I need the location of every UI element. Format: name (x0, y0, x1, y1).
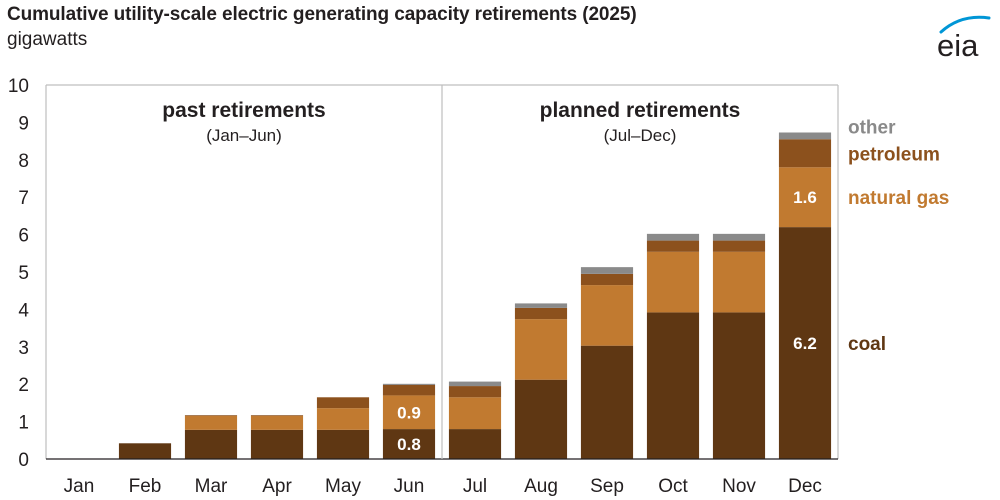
eia-logo-text: eia (937, 28, 979, 62)
bar-segment-natural-gas-jul (448, 397, 502, 430)
data-label-dec-coal: 6.2 (793, 334, 817, 353)
x-tick-label: Jul (463, 476, 487, 497)
bar-segment-other-aug (514, 303, 568, 308)
legend-petroleum: petroleum (848, 144, 940, 165)
bar-segment-natural-gas-jun (382, 395, 436, 430)
panel-title-2: planned retirements (540, 99, 741, 122)
bar-segment-natural-gas-dec (778, 167, 832, 228)
x-tick-label: May (325, 476, 361, 497)
x-tick-label: Sep (590, 476, 624, 497)
eia-logo: eia (937, 15, 991, 62)
x-tick-label: Feb (129, 476, 162, 497)
y-tick-label: 10 (8, 76, 29, 97)
bar-segment-petroleum-jun (382, 384, 436, 396)
bar-segment-natural-gas-apr (250, 415, 304, 430)
bar-segment-petroleum-mar (184, 415, 238, 416)
panel-title-1: past retirements (162, 99, 325, 122)
bar-segment-natural-gas-may (316, 408, 370, 430)
bar-segment-petroleum-apr (250, 415, 304, 416)
x-tick-label: Jan (64, 476, 95, 497)
data-label-dec-natural-gas: 1.6 (793, 188, 817, 207)
legend-coal: coal (848, 334, 886, 355)
bar-segment-petroleum-oct (646, 240, 700, 252)
bar-segment-coal-aug (514, 379, 568, 459)
data-label-jun-coal: 0.8 (397, 435, 421, 454)
y-tick-label: 7 (18, 188, 29, 209)
bar-segment-petroleum-may (316, 397, 370, 409)
x-tick-label: Mar (195, 476, 228, 497)
x-tick-label: Aug (524, 476, 558, 497)
bar-segment-coal-sep (580, 345, 634, 459)
x-tick-label: Oct (658, 476, 688, 497)
bar-segment-natural-gas-aug (514, 319, 568, 380)
bar-segment-other-sep (580, 267, 634, 274)
bar-segment-other-jun (382, 383, 436, 385)
bar-segment-other-dec (778, 132, 832, 140)
y-tick-label: 6 (18, 226, 29, 247)
eia-logo-arc (939, 15, 991, 34)
legend-other: other (848, 117, 896, 138)
y-tick-label: 0 (18, 450, 29, 471)
bar-segment-coal-jul (448, 429, 502, 459)
legend-natural-gas: natural gas (848, 188, 949, 209)
y-tick-label: 5 (18, 263, 29, 284)
bar-segment-petroleum-nov (712, 240, 766, 252)
bar-segment-petroleum-aug (514, 307, 568, 320)
bar-segment-coal-nov (712, 312, 766, 459)
bar-segment-coal-may (316, 429, 370, 459)
bar-segment-other-nov (712, 233, 766, 241)
y-tick-label: 4 (18, 300, 29, 321)
y-tick-label: 9 (18, 113, 29, 134)
bar-segment-coal-dec (778, 227, 832, 459)
bar-segment-natural-gas-sep (580, 285, 634, 346)
y-tick-label: 2 (18, 375, 29, 396)
bar-segment-petroleum-dec (778, 139, 832, 168)
bar-segment-natural-gas-mar (184, 415, 238, 430)
chart-title: Cumulative utility-scale electric genera… (7, 4, 637, 25)
bar-segment-other-jul (448, 381, 502, 387)
bar-segment-other-oct (646, 233, 700, 241)
data-label-jun-natural-gas: 0.9 (397, 403, 421, 422)
bar-segment-petroleum-jul (448, 386, 502, 398)
bar-segment-natural-gas-nov (712, 251, 766, 313)
panel-subtitle-1: (Jan–Jun) (206, 126, 282, 145)
chart-subtitle: gigawatts (7, 29, 88, 50)
x-tick-label: Apr (262, 476, 292, 497)
bar-segment-coal-oct (646, 312, 700, 459)
bar-segment-natural-gas-oct (646, 251, 700, 313)
x-tick-label: Dec (788, 476, 822, 497)
y-tick-label: 1 (18, 413, 29, 434)
x-tick-label: Nov (722, 476, 756, 497)
y-tick-label: 8 (18, 151, 29, 172)
x-tick-label: Jun (394, 476, 425, 497)
y-tick-label: 3 (18, 338, 29, 359)
bar-segment-coal-jun (382, 429, 436, 459)
bar-segment-coal-apr (250, 429, 304, 459)
panel-subtitle-2: (Jul–Dec) (604, 126, 677, 145)
bar-segment-coal-mar (184, 429, 238, 459)
bar-segment-coal-feb (118, 443, 172, 459)
bar-segment-petroleum-sep (580, 273, 634, 286)
